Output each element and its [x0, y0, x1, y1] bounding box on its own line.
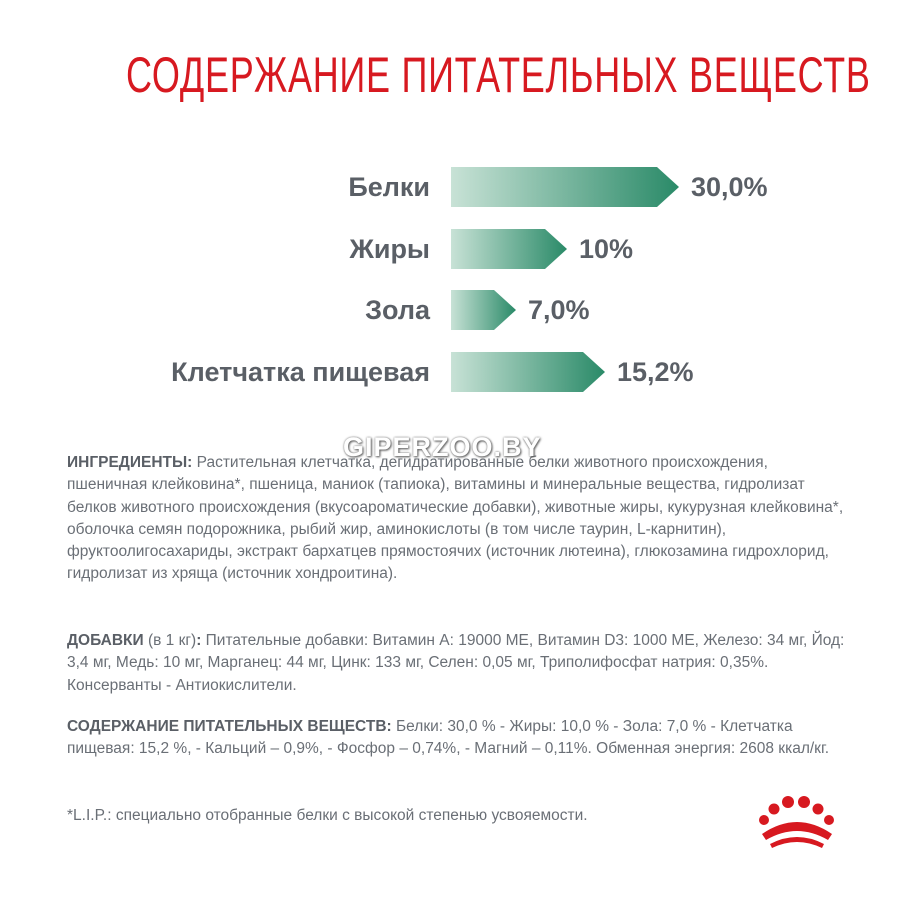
royal-crown-icon [759, 796, 834, 848]
bar-row: Жиры 10% [0, 229, 900, 269]
ingredients-heading: ИНГРЕДИЕНТЫ: [67, 454, 193, 471]
nutrients-text: Белки: 30,0 % - Жиры: 10,0 % - Зола: 7,0… [67, 718, 830, 758]
additives-subheading: (в 1 кг) [143, 632, 197, 649]
bar-value-label: 30,0% [691, 172, 768, 202]
nutrients-paragraph: СОДЕРЖАНИЕ ПИТАТЕЛЬНЫХ ВЕЩЕСТВ: Белки: 3… [67, 716, 847, 761]
bar-mark [451, 290, 516, 330]
nutrients-heading: СОДЕРЖАНИЕ ПИТАТЕЛЬНЫХ ВЕЩЕСТВ: [67, 718, 392, 735]
additives-paragraph: ДОБАВКИ (в 1 кг): Питательные добавки: В… [67, 630, 847, 697]
ingredients-text: Растительная клетчатка, дегидратированны… [67, 454, 844, 583]
bar-row: Белки 30,0% [0, 167, 900, 207]
additives-colon: : [196, 632, 202, 649]
bar-label: Жиры [349, 234, 430, 264]
bar-value-label: 10% [579, 234, 634, 264]
bar-label: Клетчатка пищевая [171, 357, 430, 387]
bar-label: Зола [365, 295, 430, 325]
bar-mark [451, 167, 679, 207]
bar-label: Белки [348, 172, 430, 202]
footnote: *L.I.P.: специально отобранные белки с в… [67, 807, 588, 824]
bar-mark [451, 352, 605, 392]
bar-mark [451, 229, 567, 269]
bar-row: Клетчатка пищевая 15,2% [0, 352, 900, 392]
nutrient-bar-chart: Белки 30,0% Жиры 10% Зола 7,0% Клетчатка пищев… [0, 0, 900, 420]
watermark: GIPERZOO.BY [343, 432, 542, 462]
additives-heading: ДОБАВКИ [67, 632, 144, 649]
bar-value-label: 15,2% [617, 357, 694, 387]
additives-text: Питательные добавки: Витамин А: 19000 МЕ… [67, 632, 845, 694]
ingredients-paragraph: ИНГРЕДИЕНТЫ: Растительная клетчатка, дег… [67, 452, 847, 586]
bar-value-label: 7,0% [528, 295, 590, 325]
bar-row: Зола 7,0% [0, 290, 900, 330]
page-title: СОДЕРЖАНИЕ ПИТАТЕЛЬНЫХ ВЕЩЕСТВ [126, 47, 871, 103]
